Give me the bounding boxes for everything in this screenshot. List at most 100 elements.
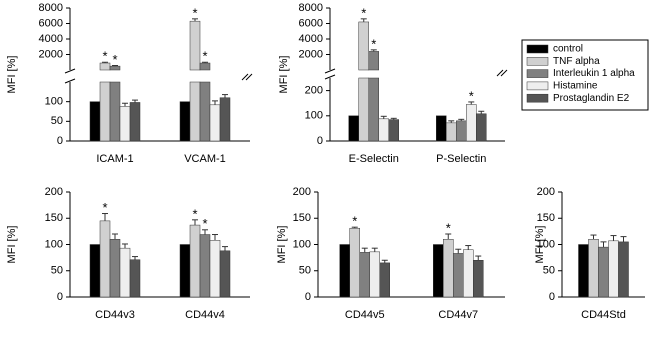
y-tick-label: 200 xyxy=(537,186,555,198)
y-tick-label: 100 xyxy=(293,238,311,250)
y-tick-label: 8000 xyxy=(39,2,63,14)
bar xyxy=(463,249,474,298)
significance-star: * xyxy=(469,88,474,103)
bar xyxy=(618,241,629,298)
bar xyxy=(129,102,141,142)
y-tick-label: 0 xyxy=(549,291,555,303)
bar xyxy=(99,81,111,142)
x-tick-label: ICAM-1 xyxy=(96,153,133,165)
axis-break xyxy=(324,74,336,80)
x-tick-label: CD44v7 xyxy=(438,309,478,321)
bar xyxy=(453,253,464,298)
y-tick-label: 100 xyxy=(305,110,323,122)
significance-star: * xyxy=(361,5,366,20)
bar xyxy=(443,239,454,298)
x-tick-label: P-Selectin xyxy=(436,153,486,165)
bar xyxy=(348,115,359,142)
bar xyxy=(109,239,121,298)
significance-star: * xyxy=(192,5,197,20)
axis-break xyxy=(241,73,249,81)
x-tick-label: CD44v4 xyxy=(185,309,225,321)
y-tick-label: 6000 xyxy=(299,17,323,29)
x-tick-label: CD44v3 xyxy=(95,309,135,321)
x-tick-label: E-Selectin xyxy=(349,153,399,165)
y-tick-label: 0 xyxy=(305,291,311,303)
bar xyxy=(359,252,370,298)
legend-label: Interleukin 1 alpha xyxy=(553,68,635,79)
bar xyxy=(219,250,231,298)
bar xyxy=(119,247,131,298)
x-tick-label: CD44v5 xyxy=(345,309,385,321)
significance-star: * xyxy=(102,49,107,64)
axis-break xyxy=(245,73,253,81)
y-tick-label: 0 xyxy=(317,135,323,147)
y-tick-label: 200 xyxy=(305,85,323,97)
bar xyxy=(119,106,131,142)
bar xyxy=(199,234,211,298)
y-tick-label: 50 xyxy=(51,115,63,127)
bar xyxy=(388,119,399,142)
y-tick-label: 0 xyxy=(57,291,63,303)
y-tick-label: 8000 xyxy=(299,2,323,14)
significance-star: * xyxy=(446,220,451,235)
axis-break xyxy=(64,78,76,84)
y-tick-label: 2000 xyxy=(299,48,323,60)
bar xyxy=(368,77,379,142)
bar xyxy=(473,260,484,298)
significance-star: * xyxy=(202,216,207,231)
bar xyxy=(89,244,101,298)
x-tick-label: CD44Std xyxy=(581,309,626,321)
bar xyxy=(209,240,221,298)
significance-star: * xyxy=(192,206,197,221)
bar-upper xyxy=(99,62,111,71)
significance-star: * xyxy=(112,52,117,67)
legend-swatch xyxy=(526,69,549,78)
legend-swatch xyxy=(526,57,549,66)
y-tick-label: 200 xyxy=(293,186,311,198)
bar xyxy=(379,262,390,298)
bar xyxy=(179,101,191,142)
y-tick-label: 150 xyxy=(537,212,555,224)
bar xyxy=(598,246,609,298)
bar xyxy=(189,81,201,142)
bar xyxy=(433,244,444,298)
bar xyxy=(189,224,201,298)
bar xyxy=(369,251,380,298)
bar xyxy=(436,115,447,142)
bar xyxy=(99,220,111,298)
bar xyxy=(199,81,211,142)
y-tick-label: 100 xyxy=(45,238,63,250)
y-tick-label: 4000 xyxy=(39,33,63,45)
axis-break xyxy=(500,69,508,77)
legend-label: TNF alpha xyxy=(553,56,600,67)
bar-upper xyxy=(199,62,211,71)
axis-break xyxy=(324,68,336,74)
significance-star: * xyxy=(352,214,357,229)
y-axis-label: MFI [%] xyxy=(278,56,290,94)
y-tick-label: 200 xyxy=(45,186,63,198)
legend-swatch xyxy=(526,81,549,91)
y-tick-label: 50 xyxy=(299,265,311,277)
legend-swatch xyxy=(526,93,549,103)
bar xyxy=(608,240,619,298)
significance-star: * xyxy=(202,49,207,64)
bar-upper xyxy=(189,20,201,71)
y-tick-label: 6000 xyxy=(39,17,63,29)
bar xyxy=(588,239,599,298)
x-tick-label: VCAM-1 xyxy=(184,153,226,165)
y-tick-label: 100 xyxy=(537,238,555,250)
bar-upper xyxy=(358,21,369,71)
y-tick-label: 0 xyxy=(57,135,63,147)
axis-break xyxy=(64,68,76,74)
bar xyxy=(219,97,231,142)
bar xyxy=(339,244,350,298)
bar-upper xyxy=(368,51,379,71)
axis-break xyxy=(496,69,504,77)
y-tick-label: 50 xyxy=(543,265,555,277)
y-axis-label: MFI [%] xyxy=(6,56,18,94)
y-tick-label: 50 xyxy=(51,265,63,277)
legend-label: Prostaglandin E2 xyxy=(553,93,630,104)
y-tick-label: 2000 xyxy=(39,48,63,60)
legend-label: control xyxy=(553,44,583,55)
